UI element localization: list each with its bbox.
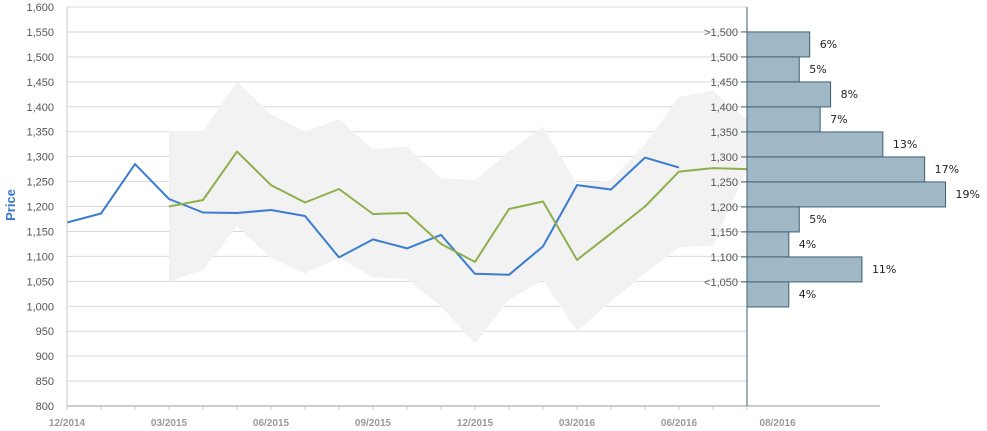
- histogram-value-label: 5%: [809, 63, 826, 76]
- histogram-category-label: >1,500: [704, 27, 738, 39]
- x-tick-label: 09/2015: [355, 418, 392, 429]
- y-tick-label: 1,300: [26, 152, 54, 164]
- histogram-bar: [746, 56, 800, 83]
- y-tick-label: 1,350: [26, 127, 54, 139]
- histogram-bar: [746, 181, 947, 208]
- series-lines: [66, 150, 748, 276]
- histogram-value-label: 4%: [799, 238, 816, 251]
- y-axis-title: Price: [3, 189, 18, 221]
- y-tick-label: 950: [36, 326, 54, 338]
- histogram-value-label: 4%: [799, 288, 816, 301]
- axes: 1,600 1,550 1,500 1,450 1,400 1,350 1,300 1,250…: [26, 2, 880, 429]
- y-tick-label: 1,150: [26, 226, 54, 238]
- y-tick-label: 1,450: [26, 77, 54, 89]
- histogram-category-label: 1,200: [710, 202, 738, 214]
- y-tick-label: 1,250: [26, 177, 54, 189]
- y-tick-label: 850: [36, 376, 54, 388]
- histogram-value-label: 19%: [956, 188, 980, 201]
- histogram-bar: [746, 131, 884, 158]
- x-tick-label: 08/2016: [760, 418, 797, 429]
- histogram-bar: [746, 256, 863, 283]
- y-tick-label: 900: [36, 351, 54, 363]
- y-tick-label: 1,000: [26, 301, 54, 313]
- histogram-value-label: 6%: [820, 38, 837, 51]
- histogram-value-label: 17%: [935, 163, 959, 176]
- histogram-value-label: 7%: [830, 113, 847, 126]
- x-tick-label: 03/2016: [559, 418, 596, 429]
- histogram-value-label: 5%: [809, 213, 826, 226]
- histogram-category-label: <1,050: [704, 277, 738, 289]
- histogram-bar: [746, 156, 926, 183]
- y-tick-label: 1,500: [26, 52, 54, 64]
- histogram-bar: [746, 31, 811, 58]
- histogram-value-label: 8%: [841, 88, 858, 101]
- histogram-category-label: 1,150: [710, 227, 738, 239]
- series-line-2: [168, 150, 748, 263]
- x-tick-label: 06/2015: [253, 418, 290, 429]
- axis-labels: Price: [3, 189, 18, 221]
- histogram-bar: [746, 231, 790, 258]
- histogram-bar: [746, 106, 821, 133]
- y-tick-label: 1,600: [26, 2, 54, 14]
- x-tick-label: 06/2016: [661, 418, 698, 429]
- histogram-category-label: 1,100: [710, 252, 738, 264]
- histogram-category-label: 1,500: [710, 52, 738, 64]
- y-tick-label: 800: [36, 401, 54, 413]
- histogram-category-label: 1,400: [710, 102, 738, 114]
- price-distribution-histogram: >1,500 6% 1,500 5% 1,450 8% 1,400 7% 1,350 13% 1,3…: [704, 27, 980, 308]
- y-tick-label: 1,550: [26, 27, 54, 39]
- forecast-range-band: [169, 81, 747, 344]
- histogram-category-label: 1,450: [710, 77, 738, 89]
- histogram-value-label: 13%: [893, 138, 917, 151]
- histogram-bar: [746, 81, 832, 108]
- y-tick-label: 1,200: [26, 202, 54, 214]
- histogram-category-label: 1,350: [710, 127, 738, 139]
- histogram-category-label: 1,250: [710, 177, 738, 189]
- histogram-bar: [746, 206, 800, 233]
- histogram-category-label: 1,300: [710, 152, 738, 164]
- x-tick-label: 12/2015: [457, 418, 494, 429]
- y-tick-label: 1,100: [26, 251, 54, 263]
- histogram-value-label: 11%: [872, 263, 896, 276]
- x-tick-label: 12/2014: [49, 418, 86, 429]
- y-tick-label: 1,050: [26, 276, 54, 288]
- series-line-1: [66, 156, 680, 276]
- forecast-band: [169, 81, 747, 344]
- x-tick-label: 03/2015: [151, 418, 188, 429]
- y-tick-label: 1,400: [26, 102, 54, 114]
- histogram-bar: [746, 281, 790, 308]
